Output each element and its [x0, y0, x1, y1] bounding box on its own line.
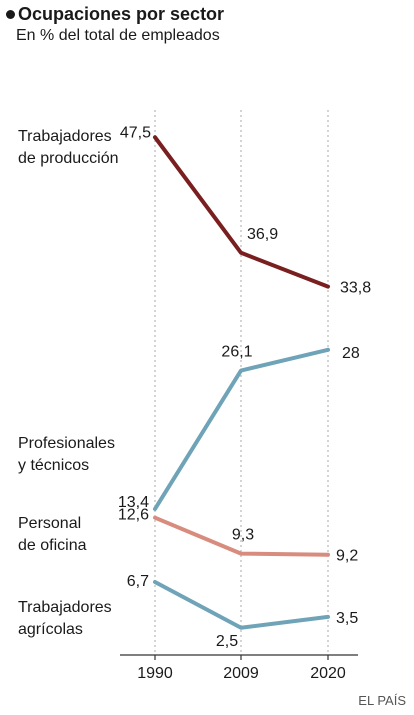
series-0-value-label-2020: 33,8 [340, 280, 371, 297]
chart-subtitle: En % del total de empleados [16, 27, 220, 44]
series-3-name-line-0: Trabajadores [18, 599, 112, 616]
series-3-value-label-2020: 3,5 [336, 610, 358, 627]
x-tick-label-2009: 2009 [223, 665, 259, 682]
series-1-value-label-2009: 26,1 [221, 344, 252, 361]
series-2-name-line-1: de oficina [18, 537, 87, 554]
series-2-value-label-2009: 9,3 [232, 527, 254, 544]
title-bullet-icon [6, 10, 15, 19]
chart-header: Ocupaciones por sector En % del total de… [6, 4, 224, 45]
series-1-name-line-1: y técnicos [18, 457, 89, 474]
chart-title-text: Ocupaciones por sector [18, 4, 225, 24]
series-3-value-label-2009: 2,5 [216, 633, 238, 650]
x-tick-label-2020: 2020 [310, 665, 346, 682]
series-0-name-line-0: Trabajadores [18, 128, 112, 145]
series-2-value-label-1990: 12,6 [118, 507, 149, 524]
series-0-name-line-1: de producción [18, 150, 119, 167]
series-2-value-label-2020: 9,2 [336, 548, 358, 565]
series-3-value-label-1990: 6,7 [127, 573, 149, 590]
series-1-value-label-2020: 28 [342, 345, 360, 362]
series-2-name-line-0: Personal [18, 515, 81, 532]
source-credit: EL PAÍS [358, 693, 406, 708]
series-1-value-label-1990: 13,4 [118, 494, 149, 511]
series-1-name-line-0: Profesionales [18, 435, 115, 452]
chart-title: Ocupaciones por sector [6, 4, 224, 25]
x-tick-label-1990: 1990 [137, 665, 173, 682]
series-0-value-label-2009: 36,9 [247, 226, 278, 243]
series-0-value-label-1990: 47,5 [120, 124, 151, 141]
series-3-name-line-1: agrícolas [18, 621, 83, 638]
